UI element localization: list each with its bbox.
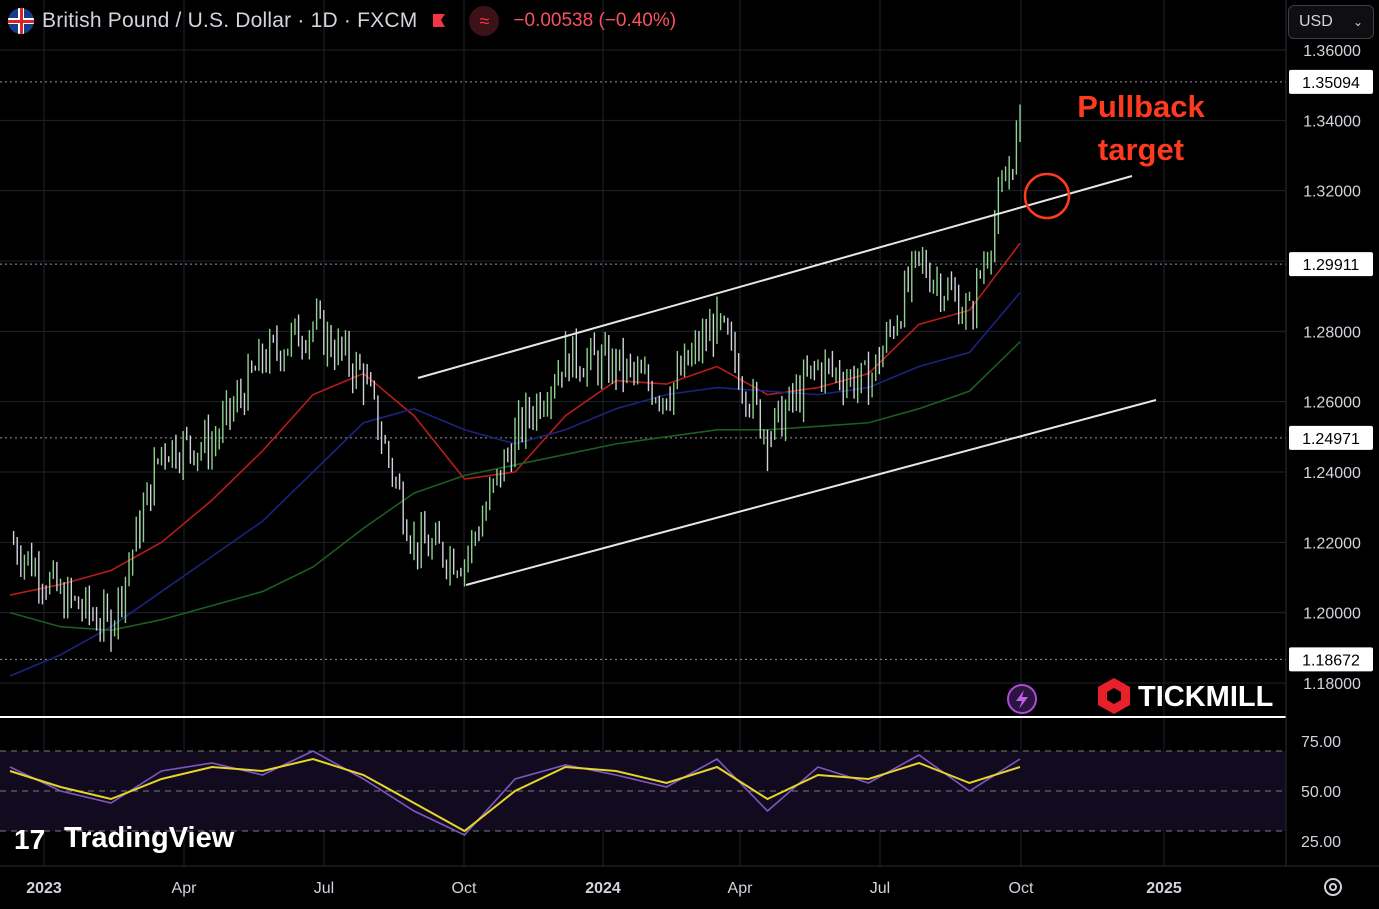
y-tick-label: 1.36000 (1303, 43, 1361, 60)
pullback-target-circle[interactable] (1023, 172, 1071, 220)
x-tick-label: Oct (1009, 880, 1034, 897)
annotation: Pullback target (1023, 89, 1206, 220)
price-levels (0, 81, 1286, 660)
rsi-ma-line (9, 757, 1021, 833)
channel-lower-line[interactable] (465, 399, 1157, 586)
price-level-tag (1289, 425, 1373, 450)
price-level-tag (1289, 69, 1373, 94)
y-tick-label: 1.34000 (1303, 113, 1361, 130)
tickmill-logo: TICKMILL (1098, 678, 1273, 714)
x-tick-label: Apr (728, 880, 754, 897)
rsi-tick-label: 75.00 (1301, 734, 1341, 751)
rsi-tick-label: 50.00 (1301, 784, 1341, 801)
pullback-label-line1: Pullback (1077, 89, 1205, 124)
y-tick-label: 1.20000 (1303, 606, 1361, 623)
price-level-tag (1289, 252, 1373, 277)
y-tick-label: 1.24000 (1303, 465, 1361, 482)
x-tick-label: 2025 (1146, 880, 1182, 897)
price-level-label: 1.18672 (1302, 652, 1360, 669)
flag-marker-icon[interactable] (431, 13, 447, 29)
price-change: −0.00538 (−0.40%) (513, 10, 677, 31)
candles (12, 104, 1021, 652)
x-tick-label: Jul (314, 880, 334, 897)
chevron-down-icon: ⌄ (1352, 15, 1363, 29)
tickmill-logo-text: TICKMILL (1138, 681, 1273, 713)
price-level-label: 1.35094 (1302, 75, 1360, 92)
gear-icon[interactable] (1318, 872, 1348, 902)
tradingview-logo: 17 TradingView (14, 822, 235, 855)
wave-icon[interactable]: ≈ (469, 6, 500, 36)
tradingview-logo-mark: 17 (14, 824, 45, 855)
x-tick-label: Oct (452, 880, 477, 897)
currency-select[interactable]: USD ⌄ (1288, 5, 1374, 39)
x-tick-label: Jul (870, 880, 890, 897)
y-tick-label: 1.28000 (1303, 324, 1361, 341)
ma-short-line (9, 242, 1021, 596)
grid (0, 0, 1286, 866)
x-tick-label: 2023 (26, 880, 62, 897)
rsi-pane (0, 750, 1286, 836)
rsi-tick-label: 25.00 (1301, 834, 1341, 851)
tradingview-logo-text: TradingView (64, 822, 235, 854)
gbp-usd-flag-icon (8, 8, 34, 34)
price-level-tag (1289, 647, 1373, 672)
trend-channel (417, 175, 1157, 586)
symbol-title: British Pound / U.S. Dollar · 1D · FXCM (42, 9, 418, 32)
y-tick-label: 1.32000 (1303, 184, 1361, 201)
y-tick-label: 1.22000 (1303, 535, 1361, 552)
price-level-label: 1.24971 (1302, 431, 1360, 448)
x-tick-label: 2024 (585, 880, 621, 897)
price-level-label: 1.29911 (1303, 257, 1360, 274)
currency-select-value: USD (1299, 13, 1333, 30)
symbol-header: British Pound / U.S. Dollar · 1D · FXCM … (8, 6, 676, 36)
y-tick-label: 1.18000 (1303, 676, 1361, 693)
lightning-icon[interactable] (1007, 684, 1037, 714)
axes: 1.360001.340001.320001.300001.280001.260… (26, 43, 1373, 897)
tickmill-logo-inner (1107, 688, 1121, 704)
pullback-label-line2: target (1098, 132, 1184, 167)
x-tick-label: Apr (172, 880, 198, 897)
channel-upper-line[interactable] (417, 175, 1133, 379)
y-tick-label: 1.26000 (1303, 395, 1361, 412)
